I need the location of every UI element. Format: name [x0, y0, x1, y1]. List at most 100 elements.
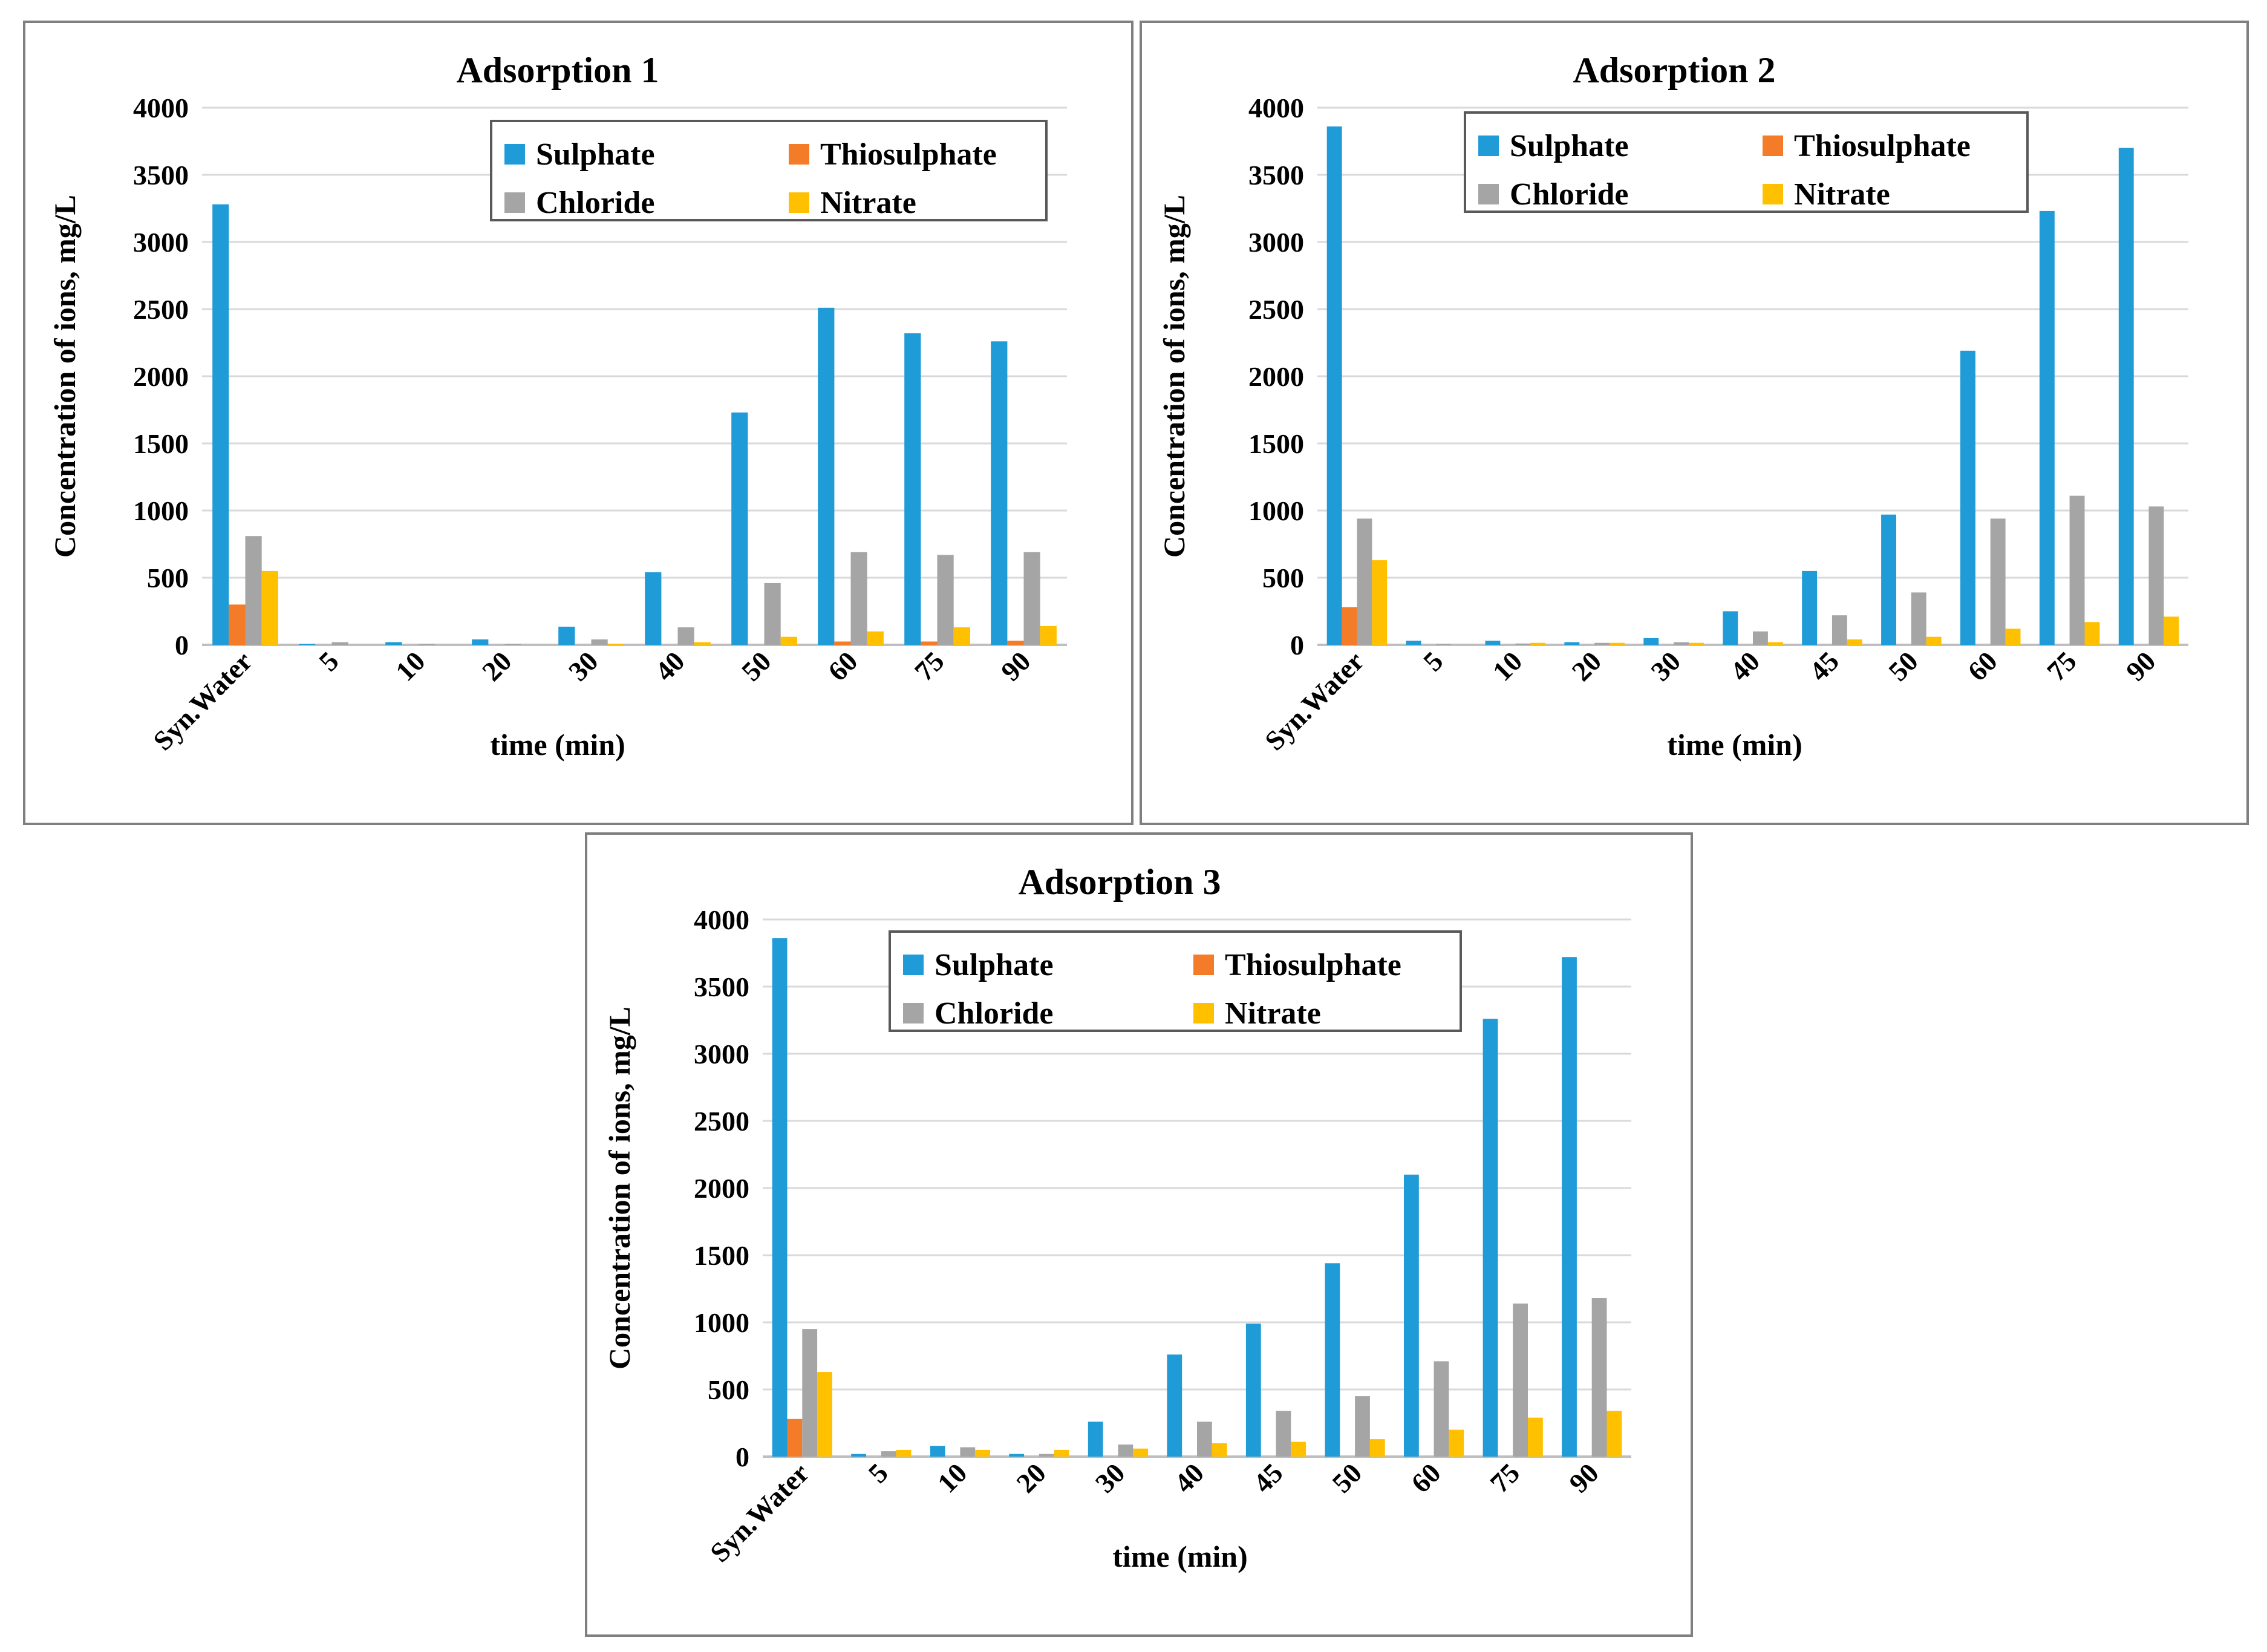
- bar-sulphate-20: [1009, 1454, 1025, 1457]
- bar-nitrate-60: [1449, 1429, 1464, 1457]
- bar-sulphate-20: [472, 639, 489, 645]
- bar-nitrate-50: [1926, 636, 1942, 645]
- x-tick-label: 60: [822, 645, 864, 687]
- bar-chloride-syn-water: [802, 1329, 818, 1457]
- x-tick-label: 60: [1405, 1457, 1447, 1499]
- bar-nitrate-syn-water: [261, 570, 278, 645]
- x-axis-title: time (min): [490, 728, 625, 762]
- legend-label-chloride: Chloride: [935, 996, 1053, 1031]
- bar-chloride-75: [937, 555, 954, 645]
- bar-thiosulphate-syn-water: [229, 604, 246, 645]
- bar-nitrate-90: [2164, 616, 2179, 645]
- x-tick-label: 30: [1089, 1457, 1131, 1499]
- bar-sulphate-90: [1562, 957, 1577, 1457]
- y-tick-label: 1000: [694, 1307, 749, 1338]
- bar-sulphate-60: [1404, 1174, 1419, 1457]
- bar-chloride-30: [1118, 1445, 1134, 1457]
- legend-label-nitrate: Nitrate: [1794, 177, 1890, 212]
- bar-chloride-40: [1197, 1422, 1212, 1457]
- bar-chloride-90: [1023, 552, 1040, 645]
- bar-nitrate-50: [1369, 1439, 1385, 1457]
- bar-nitrate-30: [1689, 642, 1704, 645]
- chart-title: Adsorption 1: [456, 50, 659, 90]
- bar-chloride-75: [1513, 1303, 1528, 1457]
- bar-sulphate-5: [299, 644, 316, 645]
- bar-chloride-60: [1434, 1361, 1449, 1457]
- x-tick-label: 30: [563, 645, 604, 687]
- legend-swatch-nitrate: [1763, 184, 1783, 204]
- bar-nitrate-30: [607, 644, 624, 645]
- x-tick-label: 5: [1417, 645, 1449, 677]
- y-tick-label: 500: [708, 1374, 749, 1405]
- x-tick-label: 40: [1724, 645, 1766, 687]
- bar-sulphate-syn-water: [772, 938, 788, 1457]
- y-tick-label: 1000: [1248, 495, 1304, 526]
- adsorption-1-plot: Adsorption 1 0 500 1000 1500 2000 2500 3000 3500…: [48, 50, 1067, 762]
- x-tick-label: 90: [995, 645, 1037, 687]
- x-axis-title: time (min): [1112, 1539, 1248, 1573]
- y-tick-label: 500: [1262, 563, 1304, 593]
- legend-swatch-sulphate: [504, 144, 525, 165]
- bar-sulphate-40: [1167, 1354, 1182, 1457]
- bar-chloride-60: [1990, 518, 2006, 645]
- x-tick-label: 50: [736, 645, 777, 687]
- bar-sulphate-syn-water: [1326, 126, 1342, 645]
- x-tick-label: Syn.Water: [147, 645, 258, 756]
- bar-nitrate-50: [780, 636, 797, 645]
- y-axis-title: Concentration of ions, mg/L: [602, 1007, 636, 1370]
- bar-chloride-20: [504, 644, 521, 645]
- legend-label-thiosulphate: Thiosulphate: [1225, 948, 1401, 982]
- bar-sulphate-40: [645, 572, 662, 645]
- y-tick-label: 500: [147, 563, 189, 593]
- legend-box: [490, 120, 1048, 221]
- y-tick-label: 3500: [1248, 160, 1304, 191]
- x-tick-label: 45: [1803, 645, 1845, 687]
- x-tick-label: Syn.Water: [1259, 645, 1369, 756]
- y-tick-label: 3000: [694, 1039, 749, 1069]
- bar-sulphate-90: [2118, 148, 2134, 645]
- y-tick-label: 3000: [133, 227, 189, 258]
- bar-thiosulphate-60: [834, 641, 851, 645]
- x-tick-label: 50: [1882, 645, 1924, 687]
- x-tick-label: 20: [476, 645, 518, 687]
- legend-label-thiosulphate: Thiosulphate: [820, 137, 997, 172]
- bar-chloride-syn-water: [245, 536, 262, 645]
- legend-swatch-nitrate: [1193, 1003, 1214, 1024]
- bar-sulphate-40: [1723, 611, 1738, 645]
- bar-sulphate-20: [1564, 642, 1580, 645]
- legend-swatch-nitrate: [789, 192, 809, 213]
- legend-box: [889, 930, 1462, 1032]
- y-tick-label: 3000: [1248, 227, 1304, 258]
- adsorption-3-plot: Adsorption 3 0 500 1000 1500 2000 2500 3000 3500…: [602, 862, 1631, 1573]
- bar-sulphate-30: [1088, 1422, 1103, 1457]
- legend-label-sulphate: Sulphate: [1510, 129, 1629, 163]
- bar-chloride-50: [1911, 592, 1926, 645]
- adsorption-1-chart: Adsorption 1 0 500 1000 1500 2000 2500 3000 3500…: [23, 21, 1134, 825]
- bar-nitrate-60: [867, 631, 884, 645]
- bar-sulphate-60: [1960, 350, 1975, 645]
- x-tick-label: 10: [390, 645, 431, 687]
- bar-sulphate-75: [2039, 211, 2055, 645]
- bar-chloride-90: [1591, 1298, 1607, 1457]
- legend-swatch-sulphate: [903, 955, 924, 975]
- bar-chloride-20: [1594, 642, 1610, 645]
- bar-nitrate-20: [1054, 1449, 1069, 1457]
- bar-nitrate-5: [896, 1449, 912, 1457]
- legend-swatch-chloride: [1478, 184, 1499, 204]
- x-tick-label: 10: [931, 1457, 973, 1499]
- bar-sulphate-10: [385, 642, 402, 645]
- bar-chloride-10: [960, 1447, 976, 1457]
- x-tick-label: 60: [1962, 645, 2003, 687]
- bar-sulphate-75: [1483, 1019, 1498, 1457]
- x-tick-label: 30: [1645, 645, 1687, 687]
- bar-chloride-5: [881, 1451, 896, 1457]
- bar-chloride-syn-water: [1357, 518, 1372, 645]
- bar-nitrate-syn-water: [1372, 560, 1388, 645]
- bar-sulphate-50: [1325, 1263, 1340, 1457]
- bar-chloride-45: [1832, 615, 1847, 645]
- bar-nitrate-75: [953, 627, 970, 645]
- bar-chloride-10: [418, 644, 435, 645]
- x-tick-label: 5: [313, 645, 344, 677]
- bar-chloride-30: [591, 639, 608, 645]
- legend-swatch-chloride: [504, 192, 525, 213]
